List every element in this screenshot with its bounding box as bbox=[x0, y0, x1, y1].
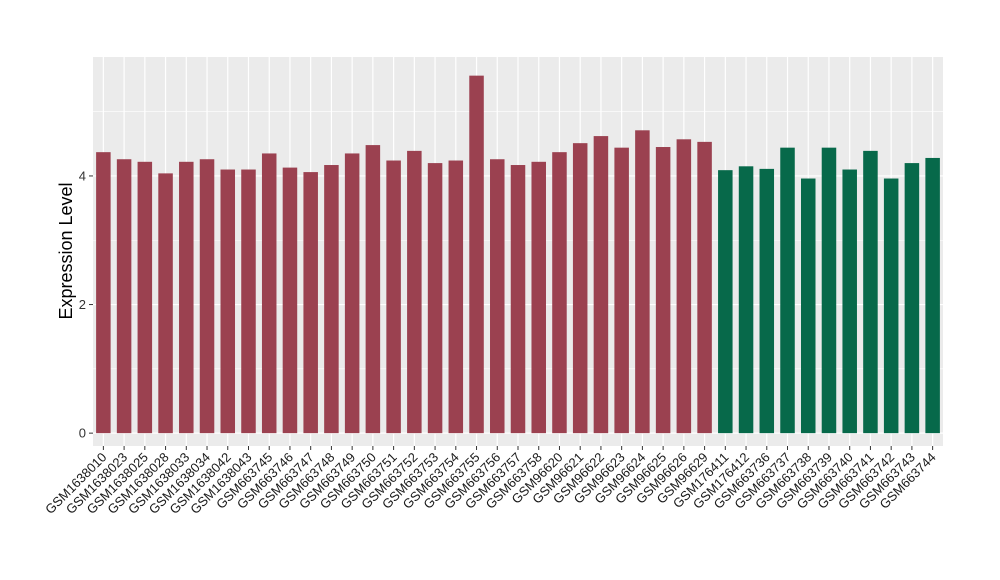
bar-GSM96629 bbox=[697, 141, 712, 434]
y-axis: 0 2 4 bbox=[79, 168, 93, 441]
bar-GSM663738 bbox=[800, 178, 816, 434]
y-tick-label: 4 bbox=[79, 168, 86, 183]
bar-GSM96623 bbox=[614, 147, 629, 434]
bar-GSM663748 bbox=[324, 165, 339, 434]
bar-GSM1638033 bbox=[179, 161, 194, 434]
bar-GSM663745 bbox=[261, 153, 277, 434]
y-tick-label: 2 bbox=[79, 297, 86, 312]
bar-GSM663743 bbox=[904, 163, 920, 434]
bar-GSM1638025 bbox=[137, 161, 153, 434]
bar-GSM663741 bbox=[863, 150, 878, 434]
x-axis: GSM1638010GSM1638023GSM1638025GSM1638028… bbox=[42, 446, 939, 517]
bar-GSM96626 bbox=[676, 139, 692, 434]
bar-GSM663757 bbox=[510, 165, 526, 434]
bar-GSM96621 bbox=[572, 143, 588, 434]
bar-GSM663742 bbox=[883, 178, 899, 434]
bar-GSM663746 bbox=[282, 167, 298, 434]
bar-GSM96625 bbox=[655, 147, 671, 434]
bar-GSM663739 bbox=[821, 147, 837, 434]
bar-GSM663752 bbox=[407, 150, 422, 434]
bar-GSM663756 bbox=[490, 159, 505, 434]
bar-GSM1638028 bbox=[158, 173, 173, 434]
bar-GSM663754 bbox=[448, 160, 464, 434]
bar-GSM663751 bbox=[386, 160, 401, 434]
bar-GSM663755 bbox=[469, 75, 484, 434]
bar-GSM663737 bbox=[780, 147, 795, 434]
bar-GSM1638034 bbox=[199, 159, 215, 434]
bar-GSM663740 bbox=[842, 169, 857, 434]
bar-GSM663758 bbox=[531, 161, 546, 434]
bar-GSM663750 bbox=[365, 145, 381, 434]
bars bbox=[96, 75, 940, 434]
bar-GSM96620 bbox=[552, 152, 567, 434]
bar-GSM663749 bbox=[344, 153, 360, 434]
bar-GSM176411 bbox=[718, 170, 733, 434]
bar-GSM1638010 bbox=[96, 152, 111, 434]
bar-GSM663736 bbox=[759, 168, 775, 434]
bar-GSM176412 bbox=[738, 166, 754, 434]
bar-GSM1638023 bbox=[116, 159, 132, 434]
y-tick-label: 0 bbox=[79, 426, 86, 441]
bar-GSM663744 bbox=[925, 157, 940, 434]
bar-GSM1638042 bbox=[220, 169, 236, 434]
y-axis-title: Expression Level bbox=[56, 182, 76, 319]
bar-GSM663747 bbox=[303, 172, 318, 434]
bar-GSM96622 bbox=[593, 136, 609, 434]
bar-GSM96624 bbox=[635, 130, 650, 434]
bar-GSM1638043 bbox=[241, 169, 256, 434]
bar-GSM663753 bbox=[427, 163, 443, 434]
